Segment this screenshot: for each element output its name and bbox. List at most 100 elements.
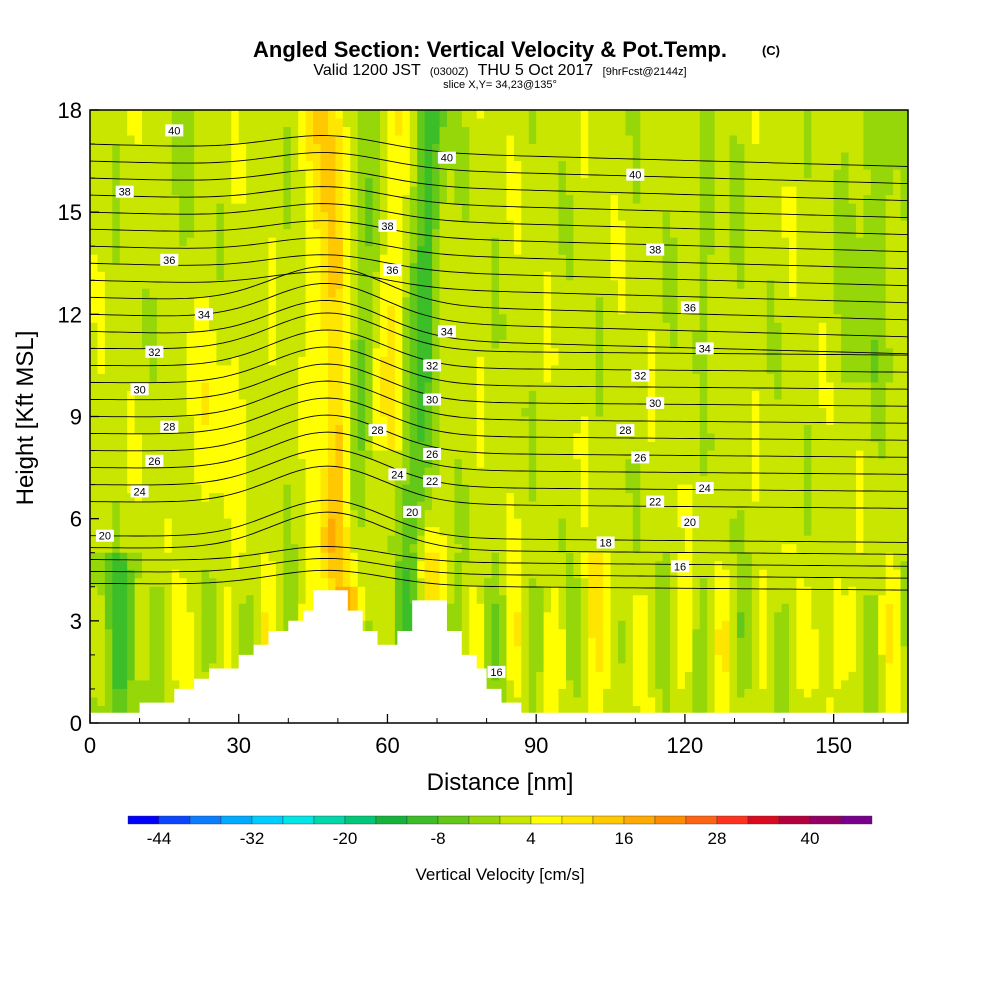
velocity-cell (179, 237, 188, 247)
velocity-cell (580, 271, 589, 281)
velocity-cell (521, 254, 530, 264)
velocity-cell (231, 314, 240, 324)
velocity-cell (677, 254, 686, 264)
velocity-cell (655, 356, 664, 367)
velocity-cell (409, 399, 418, 409)
velocity-cell (565, 314, 574, 324)
velocity-cell (313, 254, 322, 264)
velocity-cell (424, 229, 433, 239)
velocity-cell (380, 135, 389, 145)
velocity-cell (543, 169, 552, 179)
velocity-cell (238, 110, 247, 120)
velocity-cell (357, 135, 366, 145)
velocity-cell (142, 339, 151, 349)
velocity-cell (751, 254, 760, 264)
velocity-cell (246, 280, 255, 290)
velocity-cell (640, 118, 649, 128)
velocity-cell (327, 433, 336, 443)
velocity-cell (216, 365, 225, 375)
velocity-cell (335, 399, 344, 409)
velocity-cell (714, 399, 723, 409)
velocity-cell (729, 229, 738, 239)
velocity-cell (543, 331, 552, 341)
velocity-cell (722, 263, 731, 273)
velocity-cell (238, 399, 247, 409)
velocity-cell (290, 322, 299, 332)
velocity-cell (350, 348, 359, 358)
velocity-cell (595, 280, 604, 290)
velocity-cell (707, 365, 716, 375)
velocity-cell (90, 450, 99, 460)
velocity-cell (774, 246, 783, 256)
velocity-cell (729, 169, 738, 179)
velocity-cell (231, 203, 240, 213)
velocity-cell (603, 356, 612, 367)
velocity-cell (261, 390, 270, 401)
velocity-cell (164, 186, 173, 196)
velocity-cell (320, 212, 329, 222)
velocity-cell (684, 407, 693, 418)
velocity-cell (870, 373, 879, 384)
velocity-cell (90, 476, 99, 486)
velocity-cell (610, 297, 619, 307)
velocity-cell (781, 365, 790, 375)
velocity-cell (104, 484, 113, 494)
velocity-cell (826, 280, 835, 290)
velocity-cell (372, 178, 381, 188)
velocity-cell (461, 382, 470, 392)
velocity-cell (513, 442, 522, 452)
velocity-cell (142, 186, 151, 196)
velocity-cell (699, 425, 708, 435)
velocity-cell (714, 169, 723, 179)
velocity-cell (863, 365, 872, 375)
velocity-cell (848, 425, 857, 435)
velocity-cell (223, 442, 232, 452)
velocity-cell (327, 442, 336, 452)
velocity-cell (528, 322, 537, 332)
velocity-cell (104, 161, 113, 171)
velocity-cell (424, 212, 433, 222)
velocity-cell (142, 442, 151, 452)
velocity-cell (699, 314, 708, 324)
velocity-cell (818, 356, 827, 367)
velocity-cell (595, 356, 604, 367)
velocity-cell (588, 373, 597, 384)
velocity-cell (119, 390, 128, 401)
velocity-cell (424, 161, 433, 171)
velocity-cell (610, 339, 619, 349)
velocity-cell (156, 246, 165, 256)
velocity-cell (134, 356, 143, 367)
velocity-cell (885, 203, 894, 213)
velocity-cell (90, 382, 99, 392)
velocity-cell (365, 407, 374, 418)
velocity-cell (766, 373, 775, 384)
velocity-cell (246, 271, 255, 281)
velocity-cell (632, 331, 641, 341)
velocity-cell (893, 331, 902, 341)
velocity-cell (565, 135, 574, 145)
velocity-cell (684, 390, 693, 401)
velocity-cell (186, 127, 195, 137)
velocity-cell (194, 186, 203, 196)
velocity-cell (796, 203, 805, 213)
velocity-cell (223, 152, 232, 162)
velocity-cell (469, 365, 478, 375)
velocity-cell (536, 356, 545, 367)
velocity-cell (454, 280, 463, 290)
velocity-cell (335, 212, 344, 222)
velocity-cell (789, 280, 798, 290)
velocity-cell (387, 365, 396, 375)
velocity-cell (469, 416, 478, 426)
velocity-cell (208, 399, 218, 409)
velocity-cell (372, 442, 381, 452)
velocity-cell (283, 212, 292, 222)
velocity-cell (499, 110, 508, 120)
velocity-cell (417, 305, 426, 315)
velocity-cell (238, 288, 247, 298)
velocity-cell (432, 203, 441, 213)
velocity-cell (900, 390, 908, 401)
velocity-cell (424, 305, 433, 315)
velocity-cell (298, 220, 307, 230)
velocity-cell (551, 467, 560, 477)
velocity-cell (870, 399, 879, 409)
